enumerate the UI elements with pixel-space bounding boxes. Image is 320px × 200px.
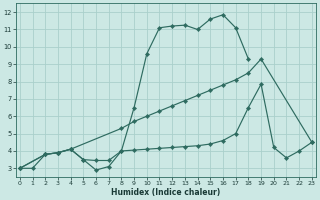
X-axis label: Humidex (Indice chaleur): Humidex (Indice chaleur) [111, 188, 220, 197]
